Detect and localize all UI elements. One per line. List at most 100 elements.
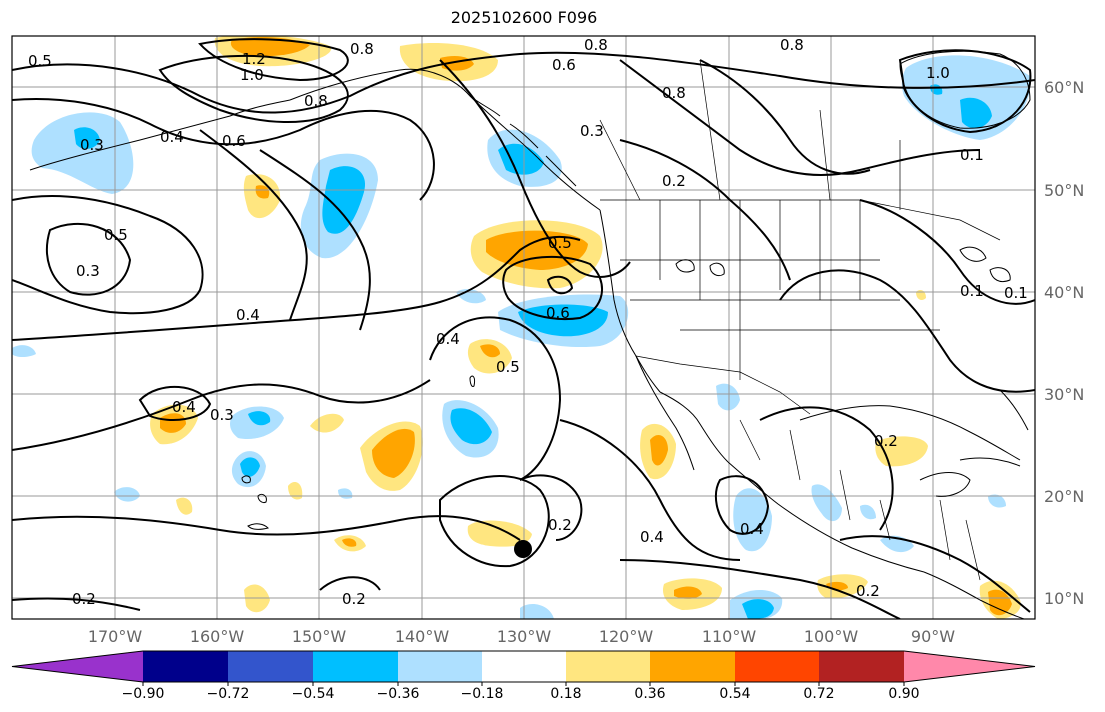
contour-label: 0.8 (304, 92, 328, 110)
shade-lightblue-caribbean (988, 494, 1006, 508)
lat-label: 40°N (1044, 283, 1084, 302)
colorbar-bin (228, 651, 313, 682)
shade-lightblue-small-d (114, 487, 140, 502)
colorbar-tick-label: 0.72 (803, 686, 834, 702)
shade-orange-central-b (160, 413, 186, 433)
colorbar-tick-label: −0.54 (292, 686, 335, 702)
coast-us-west (599, 209, 661, 393)
border-canada-prov (599, 59, 901, 210)
shade-yellow-small-f (288, 482, 303, 500)
lon-label: 170°W (88, 627, 143, 646)
shade-blue-california (518, 304, 608, 337)
colorbar-bin (482, 651, 566, 682)
shade-blue-bering (74, 127, 100, 149)
coast-gulf-mexico (799, 405, 1021, 461)
contour-aleutian (12, 98, 435, 201)
contour-label: 1.0 (926, 64, 950, 82)
contour-label: 0.3 (580, 122, 604, 140)
coast-island-a (247, 523, 269, 530)
contour-hudson-ring (898, 49, 1032, 134)
coast-baja (635, 355, 729, 471)
coast-hawaii-a (241, 475, 251, 484)
map-frame (11, 35, 1036, 620)
contour-subtrop-a (12, 379, 431, 451)
shade-lightblue-small-j (520, 603, 554, 619)
contour-mid-ring (158, 54, 349, 123)
colorbar-tick-label: 0.36 (634, 686, 665, 702)
shade-blue-se-alaska (498, 143, 544, 175)
contour-label: 0.5 (104, 226, 128, 244)
colorbar-tick-label: 0.90 (888, 686, 919, 702)
coast-hawaii-b (257, 493, 267, 503)
colorbar-bin (735, 651, 819, 682)
contour-label: 0.5 (28, 52, 52, 70)
shade-orange-offshore (480, 344, 500, 358)
lat-label: 10°N (1044, 589, 1084, 608)
lat-label: 60°N (1044, 78, 1084, 97)
shade-blue-hudson (960, 97, 992, 129)
lon-label: 130°W (497, 627, 552, 646)
lon-label: 160°W (190, 627, 245, 646)
contour-pnw-closed (502, 255, 603, 320)
coast-central-america (923, 571, 1025, 619)
contour-mid-pacific-small (138, 386, 212, 421)
coast-mexico-west (727, 461, 925, 573)
contour-label: 1.2 (242, 50, 266, 68)
contour-west-long (12, 235, 581, 341)
border-mexico-states (739, 419, 891, 541)
coast-alaska-peninsula (29, 99, 291, 171)
lon-label: 110°W (702, 627, 757, 646)
coastlines (29, 50, 1031, 619)
contour-label: 0.2 (72, 590, 96, 608)
contour-canada-b (619, 139, 791, 281)
contour-label: 0.5 (496, 358, 520, 376)
contour-bottom-left (12, 597, 141, 611)
contour-small-closed (546, 275, 574, 295)
lon-label: 120°W (599, 627, 654, 646)
shade-yellow-gulf-mexico (875, 436, 928, 467)
contour-east-us-b (859, 199, 1035, 305)
colorbar-tick-label: 0.18 (550, 686, 581, 702)
colorbar-bin (143, 651, 228, 682)
shade-yellow-small-e (176, 497, 193, 515)
colorbar-tick-label: −0.90 (122, 686, 165, 702)
contour-label: 0.2 (342, 590, 366, 608)
shade-blue-east-pac-b (742, 599, 774, 619)
lat-label: 20°N (1044, 487, 1084, 506)
shade-yellow-storm (467, 520, 532, 547)
contour-ridge-a (199, 129, 308, 321)
shade-blue-central-c (248, 411, 271, 426)
contour-label: 0.4 (640, 528, 664, 546)
contour-label-group: 0.5 1.2 1.0 0.8 0.8 0.8 0.6 0.8 0.8 1.0 … (28, 36, 1028, 608)
contour-nw-wave (12, 195, 204, 315)
shade-orange-small-north (255, 185, 270, 199)
contour-east-pac-b (559, 419, 741, 561)
shade-lightblue-small-l (860, 504, 876, 520)
colorbar-extend-low (12, 651, 143, 682)
shade-orange-small-h (342, 538, 357, 547)
contour-label: 0.2 (548, 516, 572, 534)
contour-label: 0.4 (436, 330, 460, 348)
shade-lightblue-mexico-a (716, 383, 740, 411)
contour-east-closed (714, 475, 770, 535)
contour-label: 0.6 (546, 304, 570, 322)
contour-east-pac-a (519, 474, 583, 541)
contour-label: 0.3 (210, 406, 234, 424)
contour-west-closed (45, 222, 132, 296)
contour-mid-east (429, 316, 562, 481)
latitude-labels: 60°N 50°N 40°N 30°N 20°N 10°N (1044, 78, 1084, 608)
shade-lightblue-small-k (12, 345, 36, 357)
map-title: 2025102600 F096 (450, 8, 598, 27)
colorbar: −0.90 −0.72 −0.54 −0.36 −0.18 0.18 0.36 0.54 0.7… (11, 650, 1036, 702)
contour-gulf-a (759, 406, 894, 531)
colorbar-extend-high (904, 651, 1035, 682)
lon-label: 90°W (911, 627, 955, 646)
contour-ridge-b (259, 149, 371, 331)
contour-label: 0.4 (740, 520, 764, 538)
colorbar-bin (313, 651, 398, 682)
contour-canada-a (619, 59, 981, 177)
contour-label: 0.1 (1004, 284, 1028, 302)
contour-label: 0.3 (80, 136, 104, 154)
contour-label: 0.3 (76, 262, 100, 280)
